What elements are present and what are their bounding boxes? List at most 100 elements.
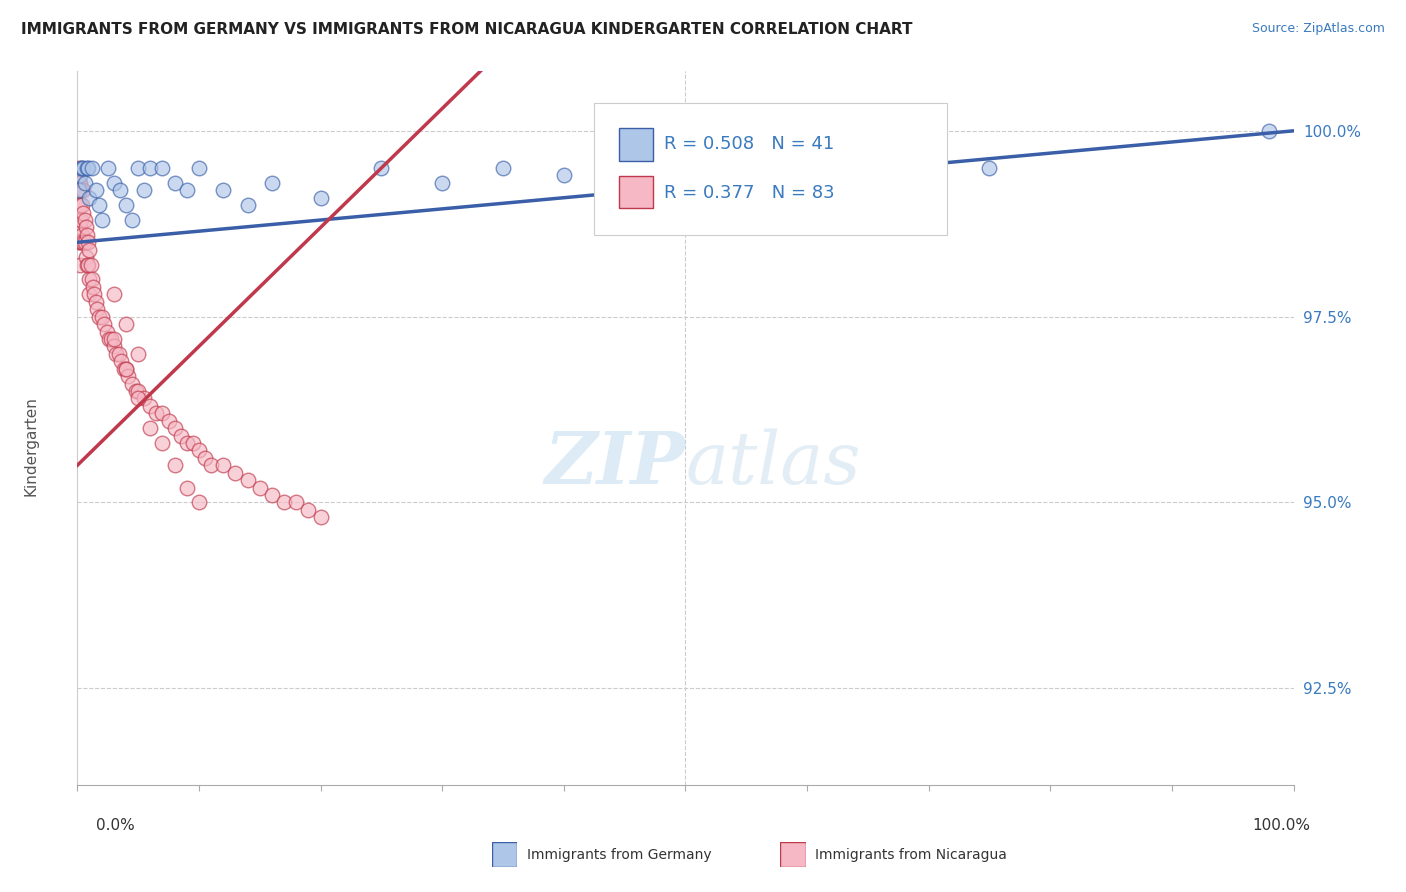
Point <box>70 161 93 175</box>
Point <box>176 436 198 450</box>
Point <box>76 258 98 272</box>
Point <box>90 213 112 227</box>
Point <box>1258 124 1281 138</box>
Point <box>157 414 180 428</box>
Point <box>97 332 120 346</box>
Point <box>492 161 515 175</box>
Point <box>76 227 98 242</box>
Point <box>127 347 149 361</box>
Point <box>103 339 125 353</box>
Point <box>73 176 96 190</box>
Point <box>152 406 174 420</box>
Point <box>97 161 120 175</box>
Point <box>96 325 118 339</box>
Point <box>260 176 283 190</box>
Point <box>115 361 138 376</box>
Point <box>163 176 186 190</box>
Point <box>77 161 100 175</box>
Point <box>69 169 91 183</box>
Point <box>735 161 758 175</box>
Point <box>80 258 103 272</box>
Point <box>82 280 104 294</box>
Point <box>112 361 135 376</box>
Point <box>67 161 90 175</box>
Point <box>163 421 186 435</box>
Point <box>115 361 138 376</box>
Point <box>110 354 132 368</box>
Text: Kindergarten: Kindergarten <box>24 396 38 496</box>
Point <box>273 495 295 509</box>
Point <box>309 510 332 524</box>
Point <box>73 235 96 250</box>
Point <box>89 310 111 324</box>
Point <box>89 198 111 212</box>
Point <box>224 466 246 480</box>
Point <box>69 198 91 212</box>
Point <box>152 161 174 175</box>
Point <box>236 198 259 212</box>
Point <box>176 481 198 495</box>
Point <box>200 458 222 473</box>
Point <box>70 161 93 175</box>
Point <box>553 169 575 183</box>
Point <box>72 161 94 175</box>
Point <box>139 161 162 175</box>
Point <box>145 406 167 420</box>
Point <box>90 310 112 324</box>
Point <box>127 392 149 406</box>
Point <box>70 198 93 212</box>
Point <box>796 161 818 175</box>
Point <box>79 191 101 205</box>
Point <box>72 235 94 250</box>
Point <box>117 369 139 384</box>
Text: R = 0.377   N = 83: R = 0.377 N = 83 <box>664 184 834 202</box>
Point <box>856 161 879 175</box>
Point <box>108 183 131 197</box>
Point <box>430 176 453 190</box>
Point <box>76 161 98 175</box>
Point <box>69 258 91 272</box>
Point <box>67 235 90 250</box>
Point <box>176 183 198 197</box>
Point <box>139 421 162 435</box>
Point <box>79 287 101 301</box>
Point <box>188 443 211 458</box>
Point <box>69 220 91 235</box>
Point <box>127 161 149 175</box>
Text: Source: ZipAtlas.com: Source: ZipAtlas.com <box>1251 22 1385 36</box>
Point <box>73 213 96 227</box>
Point <box>103 287 125 301</box>
Point <box>77 258 100 272</box>
Point <box>134 183 156 197</box>
Bar <box>619 177 652 209</box>
Bar <box>619 128 652 161</box>
Point <box>212 183 235 197</box>
Point <box>134 392 156 406</box>
Text: Immigrants from Nicaragua: Immigrants from Nicaragua <box>815 847 1007 862</box>
Point <box>67 213 90 227</box>
Point <box>979 161 1001 175</box>
Point <box>105 347 128 361</box>
Point <box>93 317 115 331</box>
Text: ZIP: ZIP <box>544 428 686 500</box>
Point <box>194 450 217 465</box>
Point <box>236 473 259 487</box>
Point <box>188 495 211 509</box>
Text: R = 0.508   N = 41: R = 0.508 N = 41 <box>664 136 834 153</box>
Point <box>84 294 107 309</box>
Point <box>72 205 94 219</box>
Point <box>212 458 235 473</box>
Point <box>77 235 100 250</box>
Point <box>152 436 174 450</box>
Point <box>67 183 90 197</box>
Point <box>675 161 697 175</box>
Point <box>79 272 101 286</box>
Point <box>139 399 162 413</box>
Point <box>918 161 941 175</box>
Point <box>70 227 93 242</box>
Text: atlas: atlas <box>686 428 860 500</box>
Point <box>70 235 93 250</box>
Point <box>67 198 90 212</box>
Point <box>613 161 636 175</box>
Point <box>115 198 138 212</box>
